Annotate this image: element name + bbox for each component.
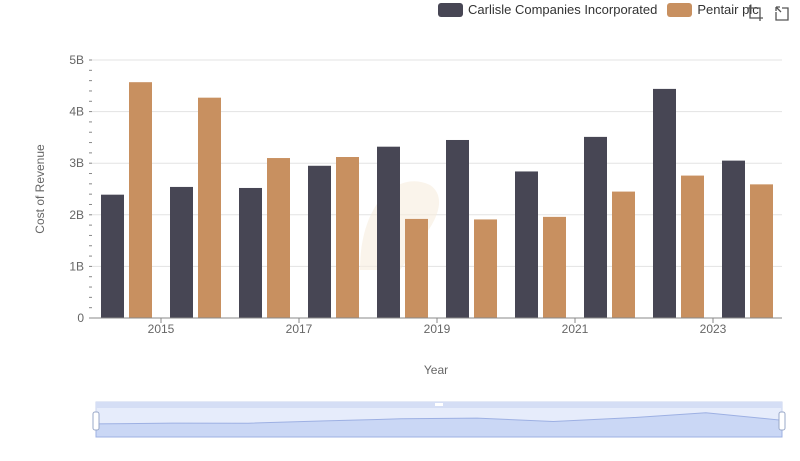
y-axis-title: Cost of Revenue: [33, 144, 47, 234]
bar-pentair-2020[interactable]: [543, 216, 566, 318]
bar-pentair-2014[interactable]: [129, 82, 152, 318]
legend: Carlisle Companies Incorporated Pentair …: [438, 2, 769, 17]
y-tick-label: 1B: [69, 259, 84, 273]
x-tick-label: 2021: [562, 322, 589, 336]
y-tick-label: 5B: [69, 53, 84, 67]
bar-carlisle-2015[interactable]: [170, 186, 193, 318]
x-axis: 2015 2017 2019 2021 2023: [92, 317, 782, 336]
bar-pentair-2023[interactable]: [750, 184, 773, 318]
y-tick-label: 0: [77, 311, 84, 325]
bar-carlisle-2018[interactable]: [377, 146, 400, 318]
bar-carlisle-2016[interactable]: [239, 187, 262, 318]
y-tick-label: 4B: [69, 105, 84, 119]
legend-label: Carlisle Companies Incorporated: [468, 2, 658, 17]
legend-label: Pentair plc: [697, 2, 759, 17]
x-tick-label: 2015: [148, 322, 175, 336]
y-axis: 0 1B 2B 3B 4B 5B: [69, 53, 92, 325]
legend-item-carlisle[interactable]: Carlisle Companies Incorporated: [438, 2, 657, 17]
x-axis-title: Year: [424, 363, 448, 377]
bar-carlisle-2020[interactable]: [515, 171, 538, 318]
slider-handle-left[interactable]: [92, 411, 100, 431]
restore-icon[interactable]: [773, 4, 791, 22]
crop-icon[interactable]: [746, 4, 764, 22]
bars: [101, 82, 773, 318]
bar-pentair-2019[interactable]: [474, 219, 497, 318]
bar-pentair-2018[interactable]: [405, 218, 428, 318]
bar-carlisle-2019[interactable]: [446, 139, 469, 318]
bar-carlisle-2022[interactable]: [653, 88, 676, 318]
bar-carlisle-2017[interactable]: [308, 165, 331, 318]
bar-pentair-2016[interactable]: [267, 158, 290, 318]
x-tick-label: 2017: [286, 322, 313, 336]
bar-pentair-2017[interactable]: [336, 157, 359, 318]
range-slider[interactable]: [92, 401, 786, 438]
legend-swatch: [667, 2, 693, 17]
y-tick-label: 2B: [69, 208, 84, 222]
bar-pentair-2015[interactable]: [198, 97, 221, 318]
grid-lines: [92, 59, 782, 319]
slider-handle-right[interactable]: [778, 411, 786, 431]
x-tick-label: 2019: [424, 322, 451, 336]
slider-center-grip[interactable]: [435, 403, 443, 406]
bar-pentair-2022[interactable]: [681, 175, 704, 318]
bar-carlisle-2021[interactable]: [584, 136, 607, 318]
bar-carlisle-2023[interactable]: [722, 160, 745, 318]
y-tick-label: 3B: [69, 156, 84, 170]
bar-pentair-2021[interactable]: [612, 191, 635, 318]
legend-item-pentair[interactable]: Pentair plc: [667, 2, 759, 17]
x-tick-label: 2023: [700, 322, 727, 336]
legend-swatch: [438, 2, 463, 17]
bar-carlisle-2014[interactable]: [101, 194, 124, 318]
